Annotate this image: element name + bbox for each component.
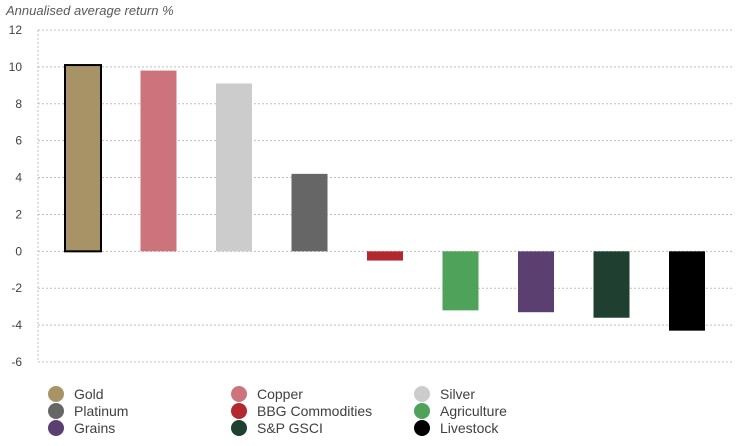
bars [64, 64, 705, 331]
legend-swatch [48, 386, 64, 402]
legend-item: Platinum [48, 403, 128, 419]
legend-item: Silver [414, 386, 475, 402]
y-tick-label: -4 [11, 318, 22, 332]
y-tick-label: 6 [15, 134, 22, 148]
legend-item: Copper [231, 386, 303, 402]
y-tick-label: 0 [15, 244, 22, 258]
legend-item: BBG Commodities [231, 403, 372, 419]
bar-platinum [291, 173, 328, 252]
bar-livestock [669, 251, 705, 331]
bar-bbg-commodities [367, 251, 403, 261]
legend-item: S&P GSCI [231, 420, 323, 436]
legend-label: Silver [440, 386, 476, 402]
y-tick-label: 12 [9, 23, 23, 37]
legend-label: Livestock [440, 420, 499, 436]
bar-chart: -6 -4 -2 0 2 4 6 8 10 12 [9, 23, 734, 369]
bar-silver [216, 83, 252, 252]
bar-gold [64, 64, 102, 253]
bar-agriculture [442, 251, 479, 311]
y-tick-label: 10 [9, 60, 23, 74]
y-tick-label: 4 [15, 171, 22, 185]
legend-swatch [414, 420, 430, 436]
legend-swatch [231, 386, 247, 402]
bar-grains [518, 251, 554, 313]
bar-copper [140, 70, 177, 252]
legend-label: BBG Commodities [257, 403, 373, 419]
legend-swatch [48, 403, 64, 419]
y-tick-label: -2 [11, 281, 22, 295]
y-tick-label: 2 [15, 207, 22, 221]
legend-label: Gold [74, 386, 104, 402]
legend-item: Grains [48, 420, 115, 436]
legend-label: Copper [257, 386, 303, 402]
bar-s-p-gsci [593, 251, 630, 318]
legend-label: Platinum [74, 403, 129, 419]
legend-swatch [231, 403, 247, 419]
y-tick-label: 8 [15, 97, 22, 111]
y-axis-ticks: -6 -4 -2 0 2 4 6 8 10 12 [9, 23, 23, 369]
legend-item: Gold [48, 386, 104, 402]
legend-swatch [48, 420, 64, 436]
legend-item: Livestock [414, 420, 498, 436]
legend-label: Grains [74, 420, 116, 436]
legend-item: Agriculture [414, 403, 507, 419]
y-axis-title: Annualised average return % [6, 3, 174, 18]
legend-swatch [231, 420, 247, 436]
legend-swatch [414, 403, 430, 419]
legend-swatch [414, 386, 430, 402]
legend-label: S&P GSCI [257, 420, 323, 436]
legend-label: Agriculture [440, 403, 507, 419]
y-tick-label: -6 [11, 355, 22, 369]
